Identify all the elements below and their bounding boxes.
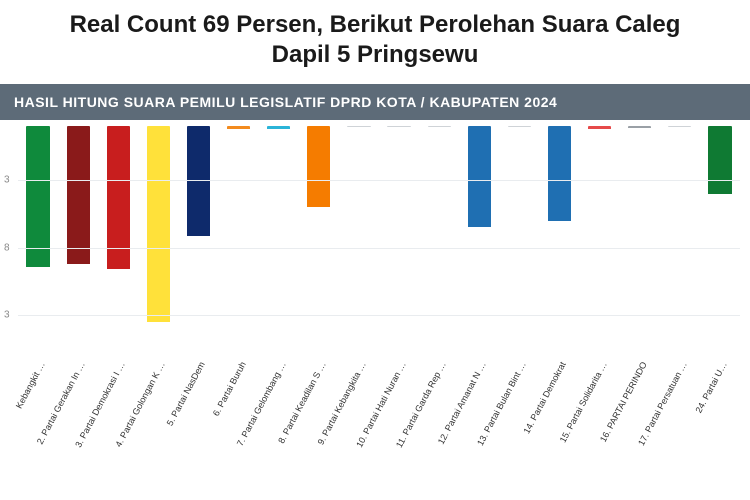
bar bbox=[668, 126, 691, 127]
bar bbox=[468, 126, 491, 227]
bar bbox=[227, 126, 250, 129]
bar-slot bbox=[379, 126, 419, 356]
bar-chart: 383 Kebangkit …2. Partai Gerakan In …3. … bbox=[0, 126, 750, 436]
bar-slot bbox=[299, 126, 339, 356]
bar-slot bbox=[580, 126, 620, 356]
bar-slot bbox=[138, 126, 178, 356]
bar bbox=[508, 126, 531, 127]
bar bbox=[628, 126, 651, 128]
bar-slot bbox=[339, 126, 379, 356]
x-label: Kebangkit … bbox=[14, 360, 47, 410]
bar bbox=[67, 126, 90, 264]
x-label-slot: 17. Partai Persatuan … bbox=[660, 356, 700, 436]
bar bbox=[387, 126, 410, 127]
bar-slot bbox=[98, 126, 138, 356]
y-tick-label: 8 bbox=[4, 242, 10, 253]
bar-slot bbox=[539, 126, 579, 356]
x-label-slot: 24. Partai U… bbox=[700, 356, 740, 436]
bar bbox=[428, 126, 451, 127]
bars-container bbox=[18, 126, 740, 356]
bar-slot bbox=[660, 126, 700, 356]
bar-slot bbox=[58, 126, 98, 356]
bar-slot bbox=[419, 126, 459, 356]
bar-slot bbox=[18, 126, 58, 356]
bar bbox=[267, 126, 290, 129]
bar-slot bbox=[219, 126, 259, 356]
plot-region: 383 bbox=[18, 126, 740, 356]
bar-slot bbox=[178, 126, 218, 356]
x-label-slot: 5. Partai NasDem bbox=[178, 356, 218, 436]
bar bbox=[588, 126, 611, 129]
page: Real Count 69 Persen, Berikut Perolehan … bbox=[0, 0, 750, 500]
bar bbox=[147, 126, 170, 322]
bar bbox=[708, 126, 731, 194]
gridline bbox=[18, 315, 740, 316]
bar bbox=[548, 126, 571, 221]
headline: Real Count 69 Persen, Berikut Perolehan … bbox=[0, 0, 750, 76]
y-tick-label: 3 bbox=[4, 175, 10, 186]
bar bbox=[347, 126, 370, 127]
chart-title-band: HASIL HITUNG SUARA PEMILU LEGISLATIF DPR… bbox=[0, 84, 750, 120]
gridline bbox=[18, 248, 740, 249]
x-axis-labels: Kebangkit …2. Partai Gerakan In …3. Part… bbox=[18, 356, 740, 436]
gridline bbox=[18, 180, 740, 181]
bar-slot bbox=[459, 126, 499, 356]
bar-slot bbox=[499, 126, 539, 356]
bar bbox=[307, 126, 330, 207]
bar-slot bbox=[259, 126, 299, 356]
bar bbox=[26, 126, 49, 267]
bar-slot bbox=[620, 126, 660, 356]
y-tick-label: 3 bbox=[4, 310, 10, 321]
bar-slot bbox=[700, 126, 740, 356]
